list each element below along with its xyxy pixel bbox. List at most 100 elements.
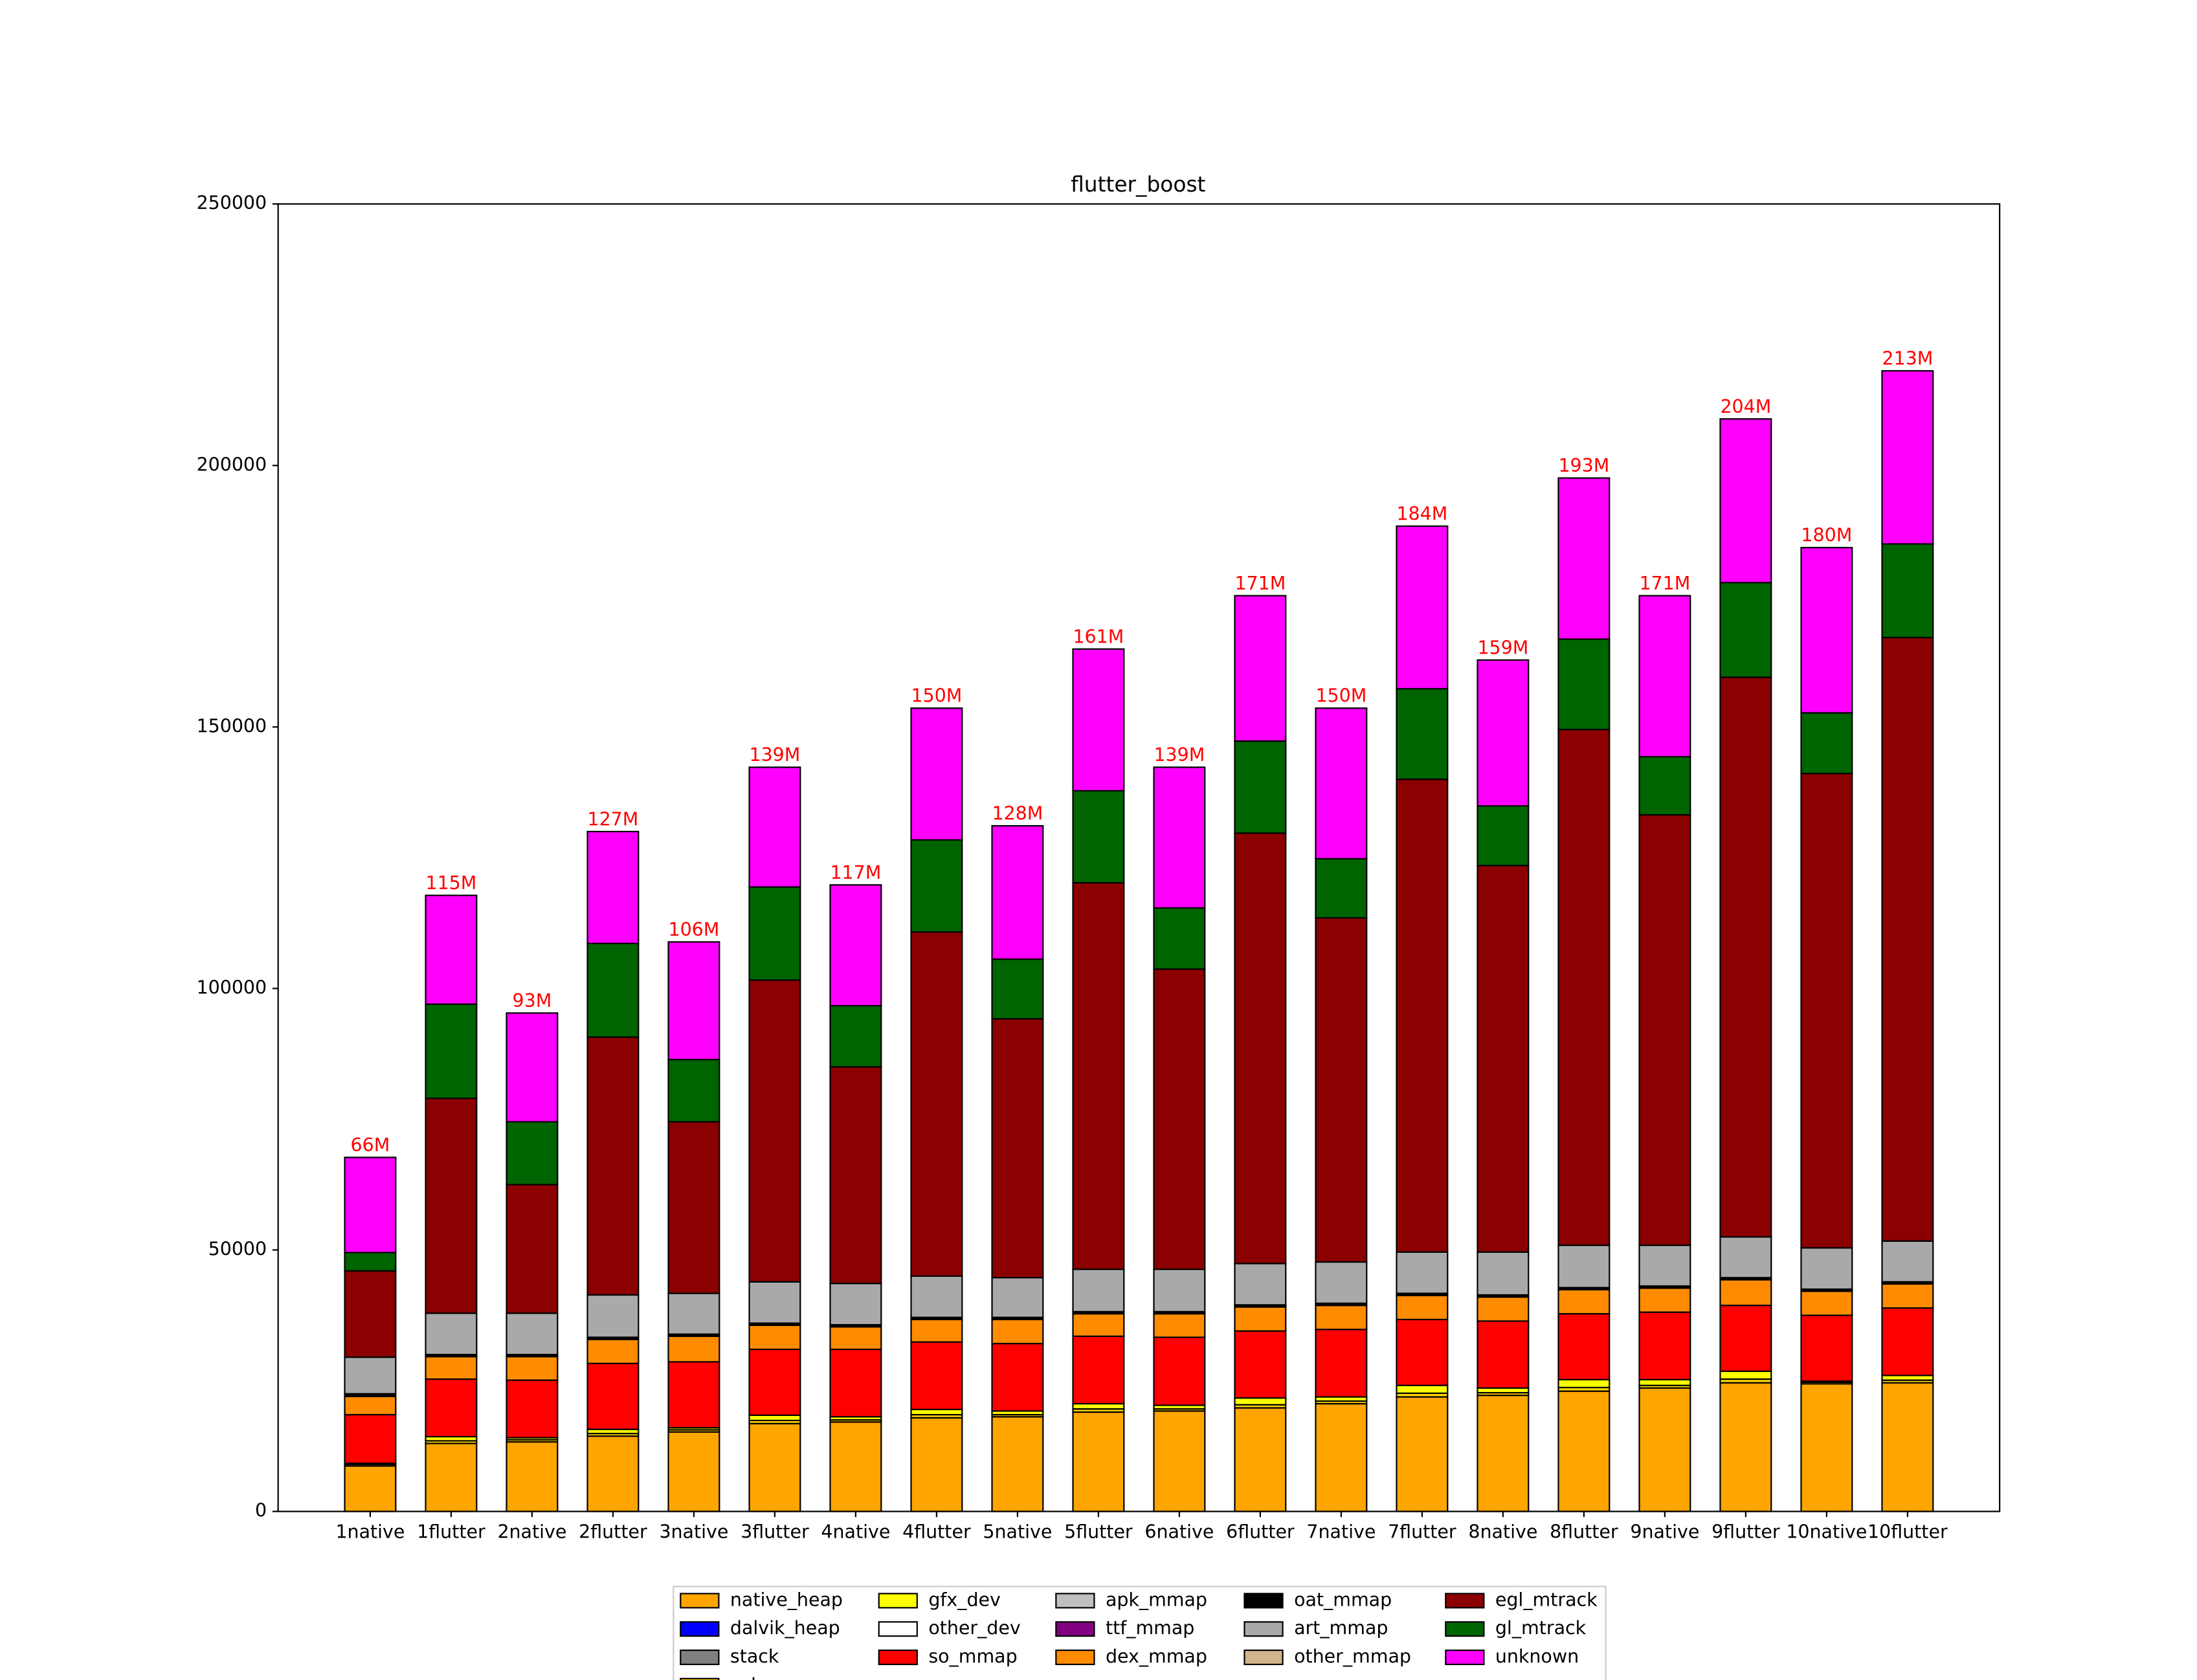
legend-swatch	[1445, 1593, 1485, 1609]
bar-segment	[1153, 766, 1206, 909]
bar-label: 115M	[426, 872, 477, 894]
x-tick-label: 9native	[1630, 1521, 1699, 1542]
x-tick-label: 3native	[659, 1521, 728, 1542]
bar-segment	[910, 1318, 963, 1343]
legend-label: oat_mmap	[1294, 1589, 1392, 1610]
bar-segment	[829, 1348, 882, 1418]
bar-segment	[1557, 1288, 1611, 1315]
legend-label: dex_mmap	[1106, 1646, 1207, 1667]
bar-segment	[1800, 1383, 1853, 1512]
bar-segment	[991, 958, 1044, 1020]
x-tick-label: 4native	[821, 1521, 890, 1542]
bar-segment	[586, 942, 640, 1038]
bar-segment	[1477, 805, 1530, 867]
bar-segment	[1881, 1283, 1934, 1309]
bar-label: 213M	[1882, 348, 1933, 369]
y-tick-label: 250000	[197, 192, 267, 214]
bar-segment	[1234, 1397, 1287, 1406]
bar-segment	[1638, 1244, 1691, 1287]
bar-segment	[586, 1338, 640, 1364]
bar-segment	[344, 1156, 397, 1254]
bar-segment	[506, 1356, 559, 1381]
bar-segment	[586, 1294, 640, 1338]
bar-segment	[1800, 773, 1853, 1249]
bar-segment	[1881, 1382, 1934, 1512]
legend-swatch	[878, 1593, 918, 1609]
bar-segment	[1396, 1251, 1449, 1294]
bar-segment	[1234, 1330, 1287, 1399]
bar-segment	[425, 1356, 478, 1380]
bar-segment	[344, 1413, 397, 1464]
legend-label: ashmen	[730, 1674, 803, 1680]
bar-segment	[1557, 1390, 1611, 1512]
bar-segment	[1396, 1294, 1449, 1321]
bar-segment	[1072, 1268, 1125, 1312]
bar-segment	[910, 931, 963, 1277]
x-tick-label: 9flutter	[1712, 1521, 1780, 1542]
bar-segment	[1153, 907, 1206, 970]
legend-swatch	[1055, 1593, 1095, 1609]
bar-segment	[1638, 1287, 1691, 1313]
bar-segment	[1396, 779, 1449, 1253]
x-tick-label: 5flutter	[1064, 1521, 1133, 1542]
bar-segment	[425, 1378, 478, 1438]
bar-segment	[667, 1361, 720, 1429]
x-tick-label: 1flutter	[417, 1521, 485, 1542]
bar-segment	[1315, 857, 1368, 919]
bar-segment	[1638, 813, 1691, 1246]
bar-segment	[1396, 688, 1449, 780]
bar-segment	[1719, 1305, 1772, 1373]
bar-segment	[1234, 595, 1287, 742]
bar-segment	[1557, 1244, 1611, 1288]
bar-segment	[910, 1417, 963, 1512]
bar-segment	[1557, 729, 1611, 1246]
bar-segment	[344, 1356, 397, 1395]
bar-segment	[586, 1362, 640, 1430]
bar-segment	[910, 1275, 963, 1318]
bar-segment	[1396, 525, 1449, 690]
bar-segment	[829, 884, 882, 1007]
bar-segment	[991, 1318, 1044, 1345]
legend-label: other_dev	[928, 1617, 1020, 1639]
bar-segment	[667, 941, 720, 1061]
bar-segment	[1153, 1268, 1206, 1312]
x-tick-label: 8native	[1468, 1521, 1537, 1542]
bar-segment	[1315, 1305, 1368, 1331]
x-tick-label: 10native	[1786, 1521, 1867, 1542]
legend-swatch	[680, 1621, 720, 1637]
legend-swatch	[680, 1649, 720, 1666]
bar-label: 171M	[1639, 573, 1690, 594]
legend-swatch	[878, 1621, 918, 1637]
bar-label: 184M	[1396, 503, 1447, 524]
bar-segment	[748, 1324, 801, 1351]
bar-label: 139M	[749, 744, 800, 766]
bar-segment	[1477, 1296, 1530, 1322]
bar-segment	[1881, 1240, 1934, 1283]
x-tick-label: 3flutter	[741, 1521, 809, 1542]
y-tick-label: 200000	[197, 454, 267, 475]
bar-segment	[344, 1270, 397, 1358]
x-tick-label: 1native	[335, 1521, 405, 1542]
bar-segment	[425, 894, 478, 1005]
legend-swatch	[1243, 1593, 1284, 1609]
bar-label: 159M	[1477, 637, 1528, 658]
legend-swatch	[1445, 1649, 1485, 1666]
bar-segment	[748, 886, 801, 981]
bar-segment	[1396, 1384, 1449, 1394]
legend-swatch	[1445, 1621, 1485, 1637]
bar-segment	[910, 1341, 963, 1411]
bar-segment	[586, 1435, 640, 1512]
bar-segment	[1072, 648, 1125, 792]
bar-segment	[1072, 790, 1125, 884]
x-tick-label: 8flutter	[1550, 1521, 1618, 1542]
y-tick-label: 100000	[197, 977, 267, 998]
bar-segment	[1234, 832, 1287, 1265]
bar-segment	[1638, 595, 1691, 758]
bar-segment	[1881, 637, 1934, 1242]
bar-segment	[1396, 1318, 1449, 1386]
bar-label: 128M	[992, 803, 1043, 824]
bar-label: 171M	[1234, 573, 1286, 594]
bar-segment	[1315, 1261, 1368, 1304]
bar-segment	[1153, 968, 1206, 1270]
